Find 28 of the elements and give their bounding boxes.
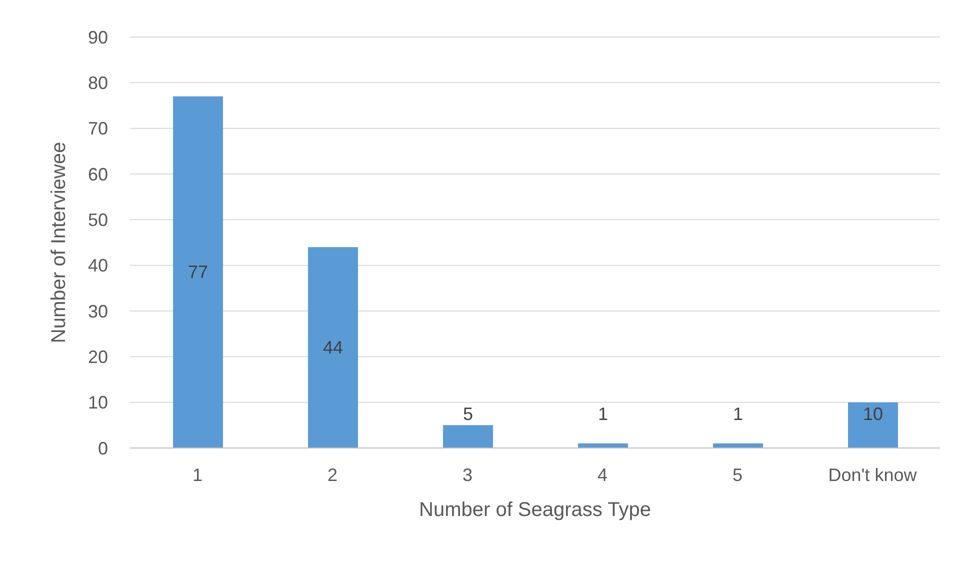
y-tick-label: 40	[88, 256, 108, 276]
y-tick-label: 0	[98, 438, 108, 458]
x-axis-title: Number of Seagrass Type	[419, 499, 651, 521]
data-label: 1	[732, 404, 744, 424]
y-tick-label: 20	[88, 347, 108, 368]
y-tick-label: 50	[88, 210, 108, 230]
bar	[848, 402, 898, 448]
x-tick-label: 5	[732, 464, 743, 485]
x-tick-label: 4	[597, 464, 608, 485]
bar	[443, 425, 493, 448]
x-tick-label: 2	[327, 464, 338, 485]
x-tick-label: 3	[462, 464, 473, 485]
y-tick-label: 30	[88, 301, 108, 322]
data-label: 77	[188, 262, 208, 282]
data-label: 44	[322, 338, 344, 358]
x-tick-label: Don't know	[828, 464, 918, 485]
bar	[173, 96, 223, 448]
y-tick-label: 90	[88, 27, 108, 48]
x-tick-label: 1	[192, 464, 203, 485]
data-label: 1	[598, 404, 608, 424]
y-tick-label: 70	[88, 118, 108, 139]
bar	[308, 247, 358, 448]
y-tick-label: 80	[88, 73, 108, 94]
y-tick-label: 10	[88, 392, 108, 413]
data-label: 10	[862, 404, 884, 424]
y-axis-title: Number of Interviewee	[48, 142, 70, 344]
y-tick-label: 60	[88, 164, 108, 184]
data-label: 5	[462, 404, 474, 424]
